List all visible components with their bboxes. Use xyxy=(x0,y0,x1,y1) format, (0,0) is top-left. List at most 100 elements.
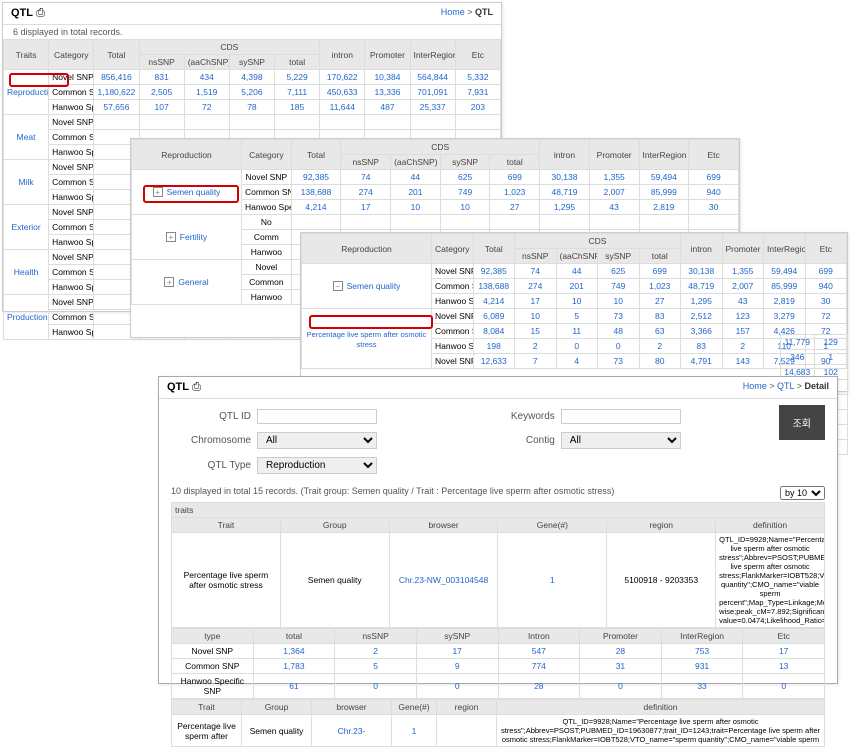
cell[interactable]: 31 xyxy=(580,659,662,674)
cell[interactable] xyxy=(139,115,184,130)
cell[interactable]: 4,398 xyxy=(229,70,274,85)
cell[interactable]: 72 xyxy=(805,309,847,324)
cell[interactable]: 30,138 xyxy=(540,170,590,185)
cell[interactable]: 57,656 xyxy=(94,100,139,115)
cell[interactable]: 7 xyxy=(515,354,557,369)
cell[interactable]: 940 xyxy=(689,185,739,200)
cell[interactable]: 931 xyxy=(661,659,743,674)
cell[interactable]: 1,364 xyxy=(253,644,335,659)
print-icon[interactable]: ⎙ xyxy=(192,381,201,393)
subtrait-percentage-osmotic[interactable]: Percentage live sperm after osmotic stre… xyxy=(302,309,432,369)
cell[interactable]: 5,229 xyxy=(275,70,320,85)
cell[interactable] xyxy=(320,115,365,130)
cell[interactable]: 625 xyxy=(440,170,490,185)
cell[interactable]: 107 xyxy=(139,100,184,115)
cell[interactable]: 83 xyxy=(639,309,681,324)
cell[interactable]: 4 xyxy=(556,354,598,369)
cell[interactable]: 2,819 xyxy=(764,294,806,309)
cell[interactable]: 3,279 xyxy=(764,309,806,324)
cell[interactable]: 201 xyxy=(556,279,598,294)
cell[interactable]: 434 xyxy=(184,70,229,85)
cell[interactable]: 44 xyxy=(556,264,598,279)
cell[interactable]: 5,206 xyxy=(229,85,274,100)
cell[interactable]: 83 xyxy=(681,339,723,354)
cell[interactable]: 753 xyxy=(661,644,743,659)
cell[interactable]: 48 xyxy=(598,324,640,339)
cell[interactable]: 5 xyxy=(556,309,598,324)
cell[interactable]: 10 xyxy=(440,200,490,215)
cell[interactable]: 28 xyxy=(580,644,662,659)
trait2-gene[interactable]: 1 xyxy=(392,715,437,747)
cell[interactable]: 10 xyxy=(598,294,640,309)
cell[interactable]: 92,385 xyxy=(291,170,341,185)
cell[interactable]: 0 xyxy=(580,674,662,699)
cell[interactable]: 1,023 xyxy=(490,185,540,200)
cell[interactable]: 2,007 xyxy=(722,279,764,294)
cell[interactable]: 30 xyxy=(689,200,739,215)
cell[interactable]: 2,007 xyxy=(589,185,639,200)
cell[interactable]: 92,385 xyxy=(473,264,515,279)
input-kw[interactable] xyxy=(561,409,681,424)
trait-reproduction[interactable]: Reproduction xyxy=(4,70,49,115)
cell[interactable]: 203 xyxy=(455,100,500,115)
cell[interactable]: 48,719 xyxy=(540,185,590,200)
cell[interactable]: 73 xyxy=(598,309,640,324)
print-icon[interactable]: ⎙ xyxy=(36,7,45,19)
cell[interactable]: 2 xyxy=(639,339,681,354)
cell[interactable]: 43 xyxy=(589,200,639,215)
trait-exterior[interactable]: Exterior xyxy=(4,205,49,250)
cell[interactable]: 27 xyxy=(639,294,681,309)
cell[interactable]: 701,091 xyxy=(410,85,455,100)
cell[interactable]: 831 xyxy=(139,70,184,85)
cell[interactable]: 1,023 xyxy=(639,279,681,294)
cell[interactable]: 10 xyxy=(556,294,598,309)
cell[interactable]: 74 xyxy=(341,170,391,185)
cell[interactable]: 10,384 xyxy=(365,70,410,85)
cell[interactable]: 699 xyxy=(805,264,847,279)
cell[interactable]: 1 xyxy=(814,350,848,365)
trait-browser[interactable]: Chr.23-NW_003104548 xyxy=(389,533,498,628)
cell[interactable]: 25,337 xyxy=(410,100,455,115)
cell[interactable]: 170,622 xyxy=(320,70,365,85)
cell[interactable]: 749 xyxy=(440,185,490,200)
trait-gene[interactable]: 1 xyxy=(498,533,607,628)
cell[interactable]: 2 xyxy=(335,644,417,659)
cell[interactable]: 564,844 xyxy=(410,70,455,85)
cell[interactable]: 6,089 xyxy=(473,309,515,324)
cell[interactable]: 3,366 xyxy=(681,324,723,339)
cell[interactable]: 2,819 xyxy=(639,200,689,215)
cell[interactable]: 11,779 xyxy=(781,335,815,350)
trait-health[interactable]: Health xyxy=(4,250,49,295)
cell[interactable] xyxy=(455,115,500,130)
cell[interactable]: 699 xyxy=(639,264,681,279)
cell[interactable]: 17 xyxy=(515,294,557,309)
cell[interactable]: 73 xyxy=(598,354,640,369)
cell[interactable]: 547 xyxy=(498,644,580,659)
trait2-browser[interactable]: Chr.23- xyxy=(312,715,392,747)
cell[interactable]: 10 xyxy=(515,309,557,324)
cell[interactable]: 274 xyxy=(515,279,557,294)
cell[interactable]: 143 xyxy=(722,354,764,369)
cell[interactable]: 72 xyxy=(184,100,229,115)
cell[interactable]: 5,332 xyxy=(455,70,500,85)
cell[interactable]: 7,111 xyxy=(275,85,320,100)
cell[interactable]: 61 xyxy=(253,674,335,699)
cell[interactable]: 48,719 xyxy=(681,279,723,294)
cell[interactable]: 4,791 xyxy=(681,354,723,369)
cell[interactable]: 1,355 xyxy=(589,170,639,185)
cell[interactable]: 2,512 xyxy=(681,309,723,324)
cell[interactable]: 80 xyxy=(639,354,681,369)
cell[interactable]: 450,633 xyxy=(320,85,365,100)
cell[interactable]: 30 xyxy=(805,294,847,309)
cell[interactable]: 487 xyxy=(365,100,410,115)
bc-qtl2[interactable]: QTL xyxy=(777,381,794,391)
cell[interactable] xyxy=(275,115,320,130)
cell[interactable]: 138,688 xyxy=(291,185,341,200)
bc-home[interactable]: Home xyxy=(441,7,465,17)
group-general[interactable]: +General xyxy=(132,260,242,305)
cell[interactable]: 74 xyxy=(515,264,557,279)
cell[interactable] xyxy=(184,115,229,130)
cell[interactable]: 2 xyxy=(722,339,764,354)
cell[interactable]: 59,494 xyxy=(764,264,806,279)
cell[interactable]: 5 xyxy=(335,659,417,674)
